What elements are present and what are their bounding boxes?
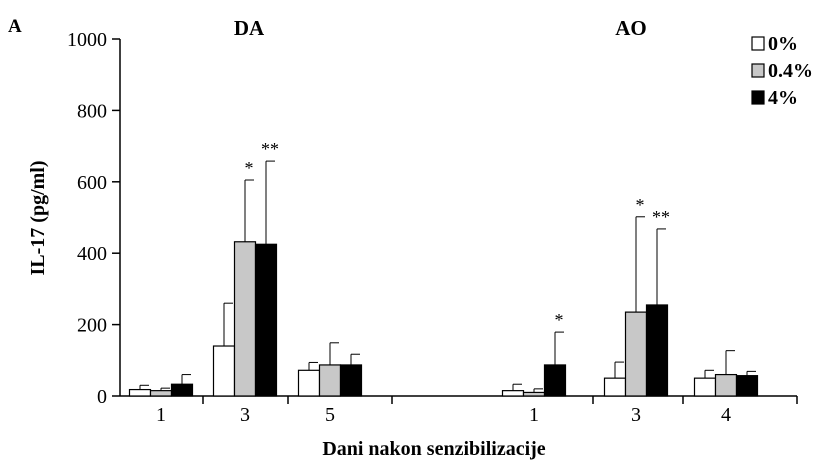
x-tick-label: 1 <box>529 404 539 426</box>
x-tick-label: 1 <box>156 404 166 426</box>
bar <box>149 390 173 397</box>
bar <box>339 364 363 397</box>
bar <box>170 383 194 397</box>
bar <box>543 364 567 397</box>
bar <box>501 390 525 397</box>
y-tick-label: 400 <box>77 243 107 265</box>
x-tick-label: 5 <box>325 404 335 426</box>
significance-marker: * <box>555 310 564 330</box>
y-axis-title: IL-17 (pg/ml) <box>27 161 49 276</box>
y-tick-label: 200 <box>77 315 107 337</box>
y-tick-label: 600 <box>77 172 107 194</box>
x-tick-label: 3 <box>631 404 641 426</box>
significance-marker: ** <box>261 139 279 159</box>
panel-label: A <box>8 16 22 37</box>
x-axis-title: Dani nakon senzibilizacije <box>322 438 545 460</box>
group-title-da: DA <box>234 16 265 40</box>
legend: 0% 0.4% 4% <box>751 33 813 109</box>
bar <box>318 364 342 397</box>
group-title-ao: AO <box>615 16 647 40</box>
bar <box>735 375 759 397</box>
y-tick-label: 0 <box>97 386 107 408</box>
significance-marker: ** <box>652 207 670 227</box>
x-tick-label: 3 <box>240 404 250 426</box>
significance-marker: * <box>636 195 645 215</box>
bar <box>714 373 738 397</box>
x-tick-label: 4 <box>721 404 731 426</box>
bar <box>233 241 257 397</box>
bar <box>603 377 627 397</box>
legend-label-0-4pct: 0.4% <box>768 60 813 82</box>
y-tick-label: 1000 <box>67 29 107 51</box>
legend-swatch-0pct <box>751 36 765 51</box>
bar <box>212 345 236 397</box>
y-tick-label: 800 <box>77 100 107 122</box>
bar <box>254 243 278 397</box>
bar <box>297 369 321 397</box>
legend-swatch-0-4pct <box>751 63 765 78</box>
legend-swatch-4pct <box>751 90 765 105</box>
bar <box>128 388 152 397</box>
bar <box>645 304 669 397</box>
significance-marker: * <box>245 158 254 178</box>
legend-label-4pct: 4% <box>768 87 798 109</box>
bar <box>522 391 546 397</box>
bar <box>624 311 648 397</box>
legend-label-0pct: 0% <box>768 33 798 55</box>
bar <box>693 377 717 397</box>
